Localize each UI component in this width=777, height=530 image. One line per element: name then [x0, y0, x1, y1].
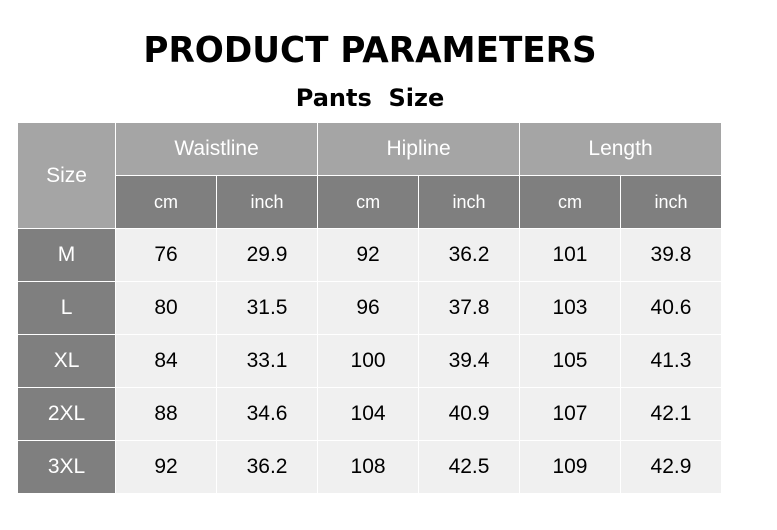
value-cell: 42.1 — [619, 387, 723, 441]
value-cell: 100 — [317, 334, 420, 388]
size-header: Size — [16, 122, 117, 229]
value-cell: 42.9 — [619, 440, 723, 494]
table-row: 3XL 92 36.2 108 42.5 109 42.9 — [16, 440, 723, 494]
table-row: M 76 29.9 92 36.2 101 39.8 — [16, 228, 723, 282]
value-cell: 36.2 — [215, 440, 319, 494]
unit-header: inch — [418, 175, 521, 229]
unit-header: cm — [115, 175, 217, 229]
value-cell: 76 — [115, 228, 217, 282]
value-cell: 33.1 — [215, 334, 319, 388]
value-cell: 108 — [317, 440, 420, 494]
value-cell: 37.8 — [418, 281, 521, 335]
page-subtitle: Pants Size — [295, 84, 445, 112]
unit-header: cm — [519, 175, 621, 229]
unit-header: inch — [215, 175, 319, 229]
size-cell: 2XL — [16, 387, 117, 441]
value-cell: 109 — [519, 440, 621, 494]
value-cell: 104 — [317, 387, 420, 441]
value-cell: 42.5 — [418, 440, 521, 494]
table-row: L 80 31.5 96 37.8 103 40.6 — [16, 281, 723, 335]
value-cell: 31.5 — [215, 281, 319, 335]
value-cell: 101 — [519, 228, 621, 282]
value-cell: 103 — [519, 281, 621, 335]
size-cell: M — [16, 228, 117, 282]
value-cell: 105 — [519, 334, 621, 388]
unit-header: inch — [619, 175, 723, 229]
group-header-waistline: Waistline — [115, 122, 319, 176]
value-cell: 88 — [115, 387, 217, 441]
value-cell: 36.2 — [418, 228, 521, 282]
value-cell: 39.4 — [418, 334, 521, 388]
size-cell: L — [16, 281, 117, 335]
size-cell: XL — [16, 334, 117, 388]
value-cell: 39.8 — [619, 228, 723, 282]
table-row: 2XL 88 34.6 104 40.9 107 42.1 — [16, 387, 723, 441]
value-cell: 40.6 — [619, 281, 723, 335]
value-cell: 84 — [115, 334, 217, 388]
value-cell: 107 — [519, 387, 621, 441]
group-header-length: Length — [519, 122, 722, 176]
size-table: Size Waistline Hipline Length cm inch cm in… — [16, 122, 723, 494]
value-cell: 96 — [317, 281, 420, 335]
value-cell: 92 — [317, 228, 420, 282]
group-header-hipline: Hipline — [317, 122, 521, 176]
value-cell: 34.6 — [215, 387, 319, 441]
size-cell: 3XL — [16, 440, 117, 494]
value-cell: 40.9 — [418, 387, 521, 441]
value-cell: 80 — [115, 281, 217, 335]
page-title: PRODUCT PARAMETERS — [143, 30, 597, 71]
value-cell: 92 — [115, 440, 217, 494]
value-cell: 41.3 — [619, 334, 723, 388]
value-cell: 29.9 — [215, 228, 319, 282]
unit-header: cm — [317, 175, 420, 229]
table-row: XL 84 33.1 100 39.4 105 41.3 — [16, 334, 723, 388]
